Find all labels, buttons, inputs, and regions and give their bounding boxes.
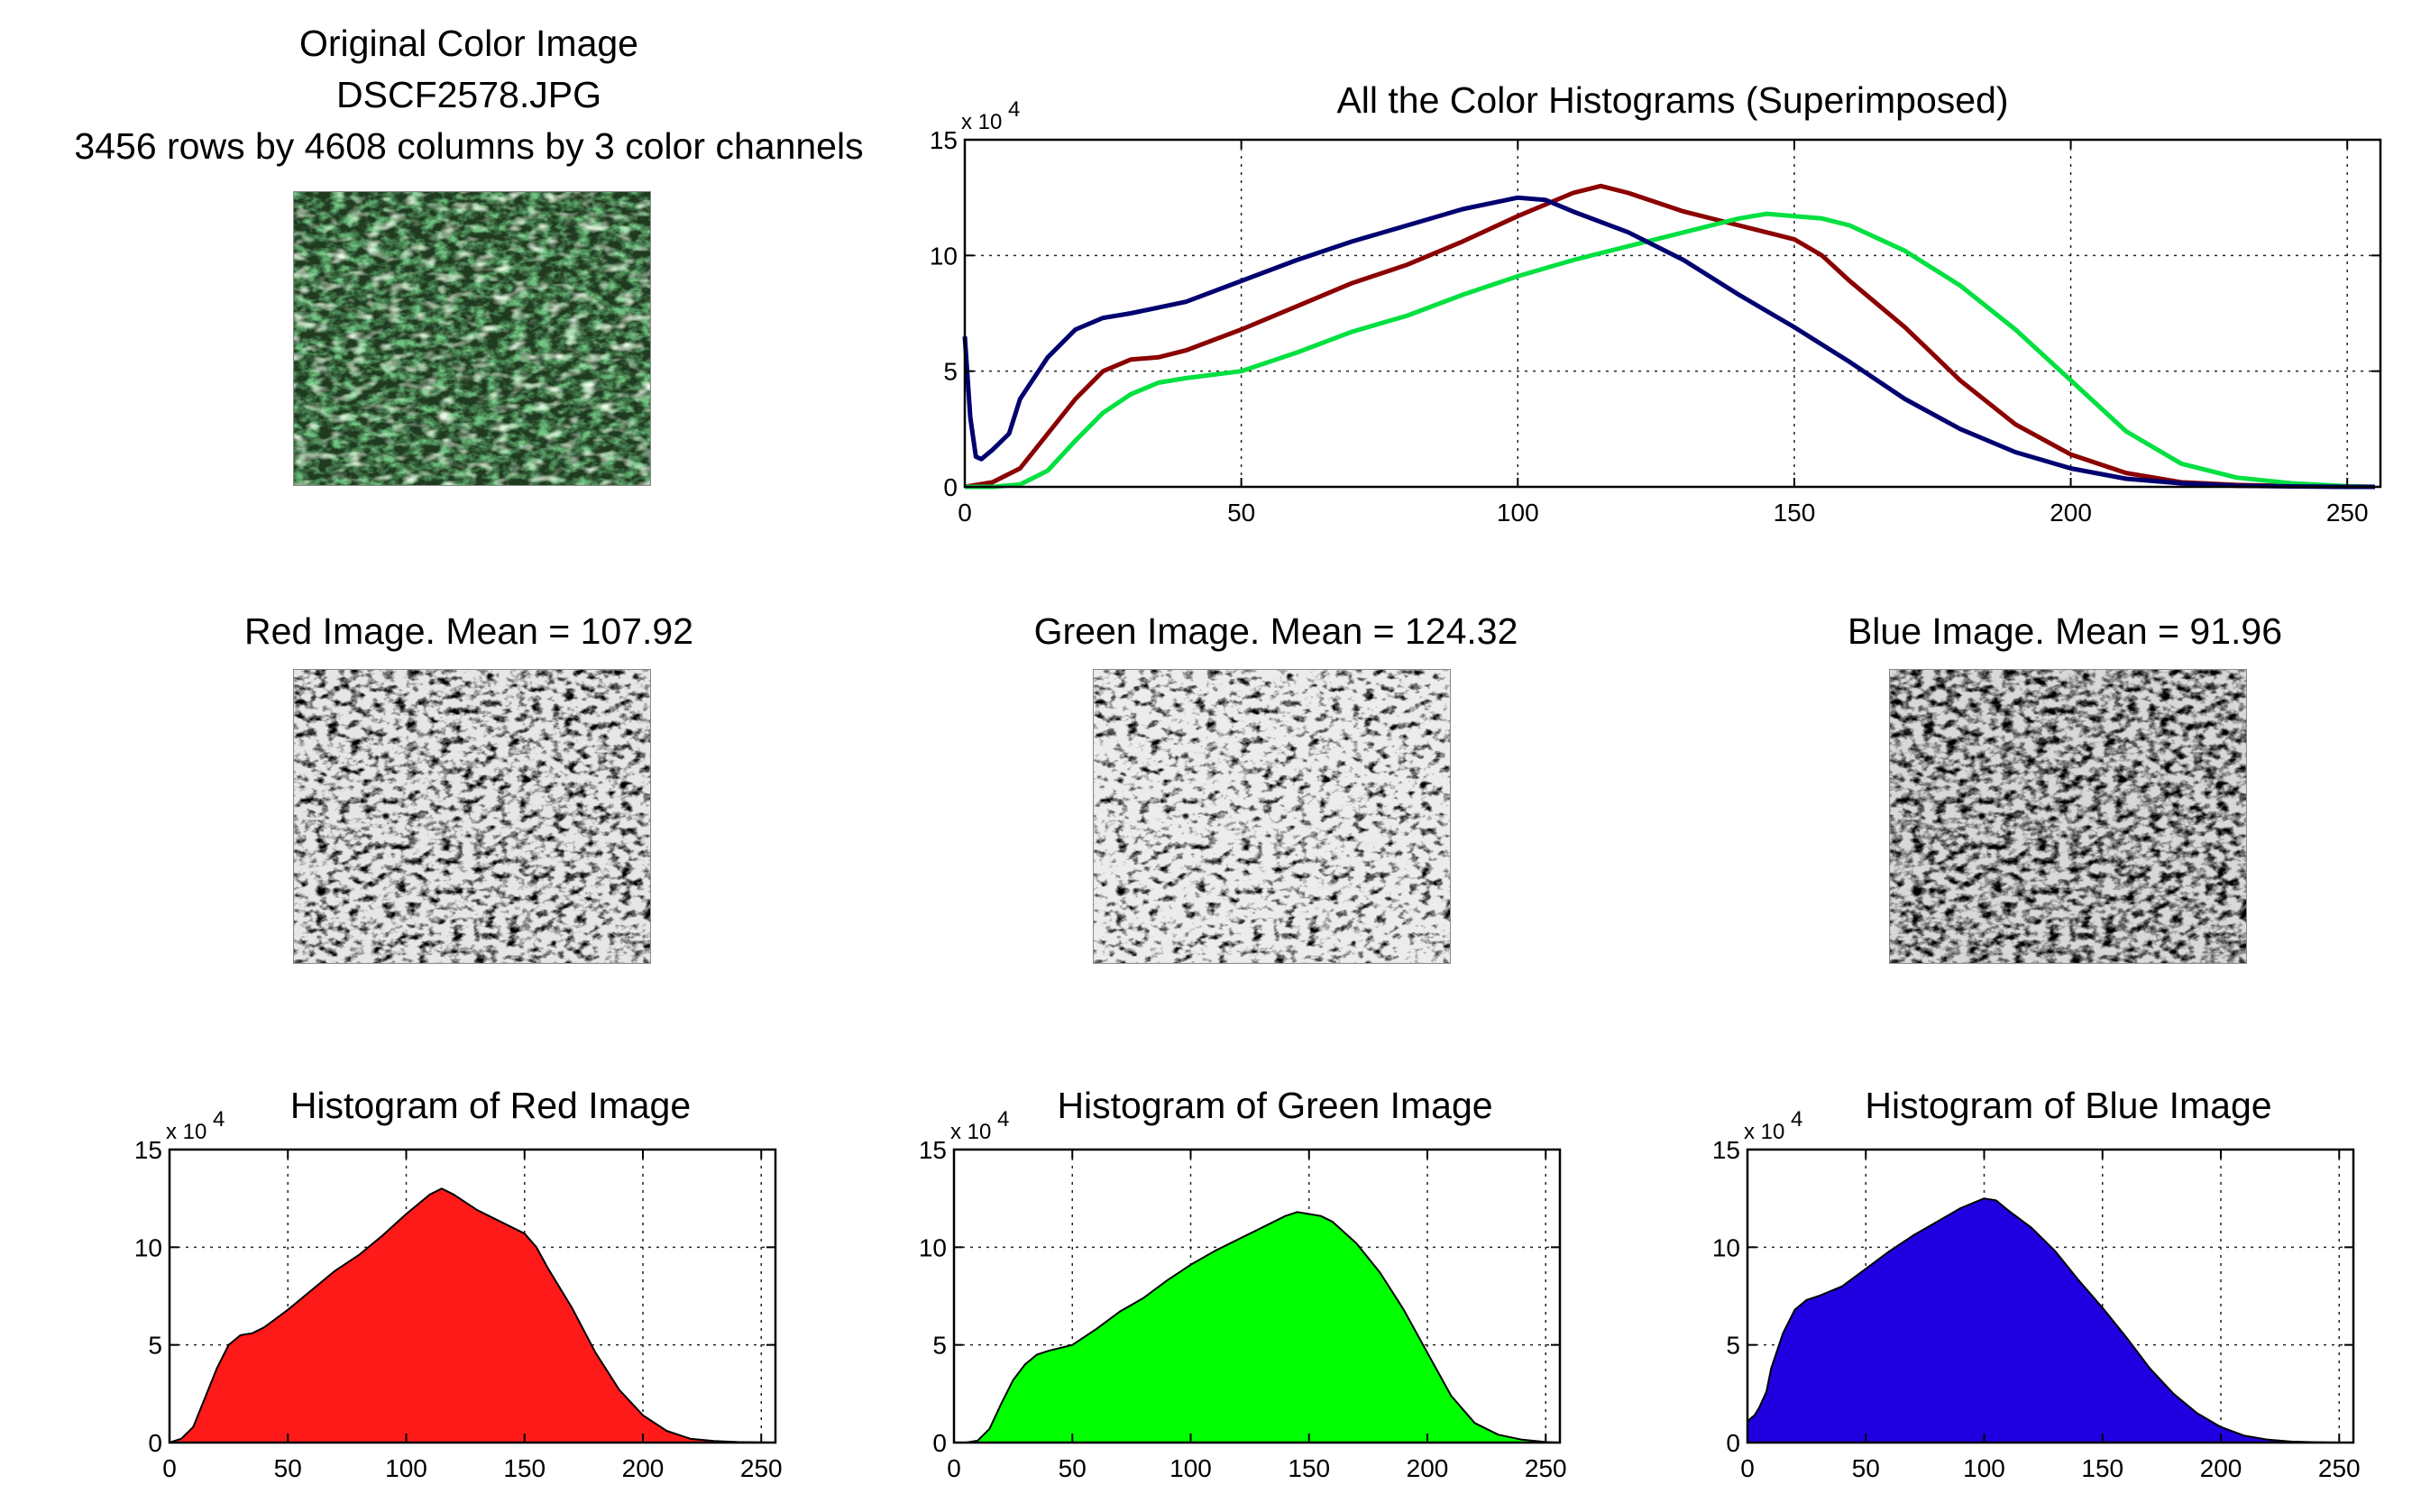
original-title-line3: 3456 rows by 4608 columns by 3 color cha… bbox=[74, 125, 864, 167]
axis-exponent-label: x 10 bbox=[166, 1120, 206, 1144]
axes-box bbox=[168, 1148, 777, 1444]
y-tick-label: 15 bbox=[1712, 1136, 1740, 1164]
chart-title: Histogram of Red Image bbox=[290, 1085, 691, 1126]
original-color-image bbox=[293, 191, 651, 486]
y-tick-label: 0 bbox=[148, 1429, 162, 1457]
x-tick-label: 150 bbox=[2081, 1454, 2123, 1482]
x-tick-label: 0 bbox=[162, 1454, 177, 1482]
series-line-red bbox=[964, 183, 2375, 490]
axis-exponent-power: 4 bbox=[997, 1107, 1009, 1132]
x-tick-label: 200 bbox=[622, 1454, 665, 1482]
x-tick-label: 0 bbox=[958, 499, 972, 527]
blue-histogram-chart: 0 50 100 150 200 250 0 5 10 15 x 10 4 Histogram of B… bbox=[1712, 1082, 2380, 1497]
y-tick-label: 5 bbox=[148, 1332, 162, 1360]
axis-exponent-power: 4 bbox=[213, 1107, 225, 1132]
x-tick-label: 200 bbox=[2050, 499, 2092, 527]
chart-title: All the Color Histograms (Superimposed) bbox=[1336, 79, 2008, 121]
x-tick-label: 100 bbox=[1963, 1454, 2005, 1482]
green-image-title: Green Image. Mean = 124.32 bbox=[1033, 610, 1518, 652]
y-tick-label: 10 bbox=[1712, 1233, 1740, 1261]
y-tick-label: 10 bbox=[134, 1233, 162, 1261]
x-tick-label: 250 bbox=[1525, 1454, 1567, 1482]
x-tick-label: 150 bbox=[503, 1454, 546, 1482]
x-tick-label: 200 bbox=[2200, 1454, 2242, 1482]
y-tick-label: 5 bbox=[943, 358, 958, 386]
x-tick-label: 150 bbox=[1288, 1454, 1330, 1482]
y-tick-label: 15 bbox=[930, 126, 958, 154]
x-tick-label: 50 bbox=[274, 1454, 302, 1482]
y-tick-label: 15 bbox=[134, 1136, 162, 1164]
x-tick-label: 100 bbox=[385, 1454, 427, 1482]
series-line-blue bbox=[962, 195, 2375, 490]
original-title-line1: Original Color Image bbox=[299, 23, 638, 64]
x-tick-label: 200 bbox=[1407, 1454, 1449, 1482]
y-tick-label: 5 bbox=[1726, 1332, 1740, 1360]
chart-title: Histogram of Green Image bbox=[1057, 1085, 1492, 1126]
axes-box bbox=[1746, 1148, 2355, 1444]
x-tick-label: 250 bbox=[740, 1454, 783, 1482]
y-tick-label: 5 bbox=[932, 1332, 947, 1360]
original-image-title: Original Color Image DSCF2578.JPG 3456 r… bbox=[0, 18, 938, 172]
axis-exponent-label: x 10 bbox=[1744, 1120, 1784, 1144]
blue-image-title: Blue Image. Mean = 91.96 bbox=[1847, 610, 2283, 652]
y-tick-label: 10 bbox=[919, 1233, 947, 1261]
axis-exponent-label: x 10 bbox=[950, 1120, 991, 1144]
x-tick-label: 250 bbox=[2318, 1454, 2361, 1482]
x-tick-label: 100 bbox=[1169, 1454, 1212, 1482]
y-tick-label: 0 bbox=[1726, 1429, 1740, 1457]
x-tick-label: 50 bbox=[1059, 1454, 1087, 1482]
chart-title: Histogram of Blue Image bbox=[1865, 1085, 2271, 1126]
histogram-area bbox=[953, 1211, 1559, 1443]
x-tick-label: 100 bbox=[1497, 499, 1539, 527]
x-tick-label: 0 bbox=[1740, 1454, 1755, 1482]
superimposed-histogram-chart: 0 50 100 150 200 250 0 5 10 15 x 10 4 All the Color … bbox=[915, 77, 2407, 541]
x-tick-label: 150 bbox=[1774, 499, 1816, 527]
plot-area bbox=[965, 140, 2380, 487]
blue-channel-image bbox=[1889, 669, 2247, 964]
red-image-title: Red Image. Mean = 107.92 bbox=[243, 610, 694, 652]
x-tick-label: 0 bbox=[947, 1454, 961, 1482]
original-title-line2: DSCF2578.JPG bbox=[336, 74, 601, 115]
axis-exponent-power: 4 bbox=[1791, 1107, 1802, 1132]
y-tick-label: 0 bbox=[943, 473, 958, 501]
green-channel-image bbox=[1093, 669, 1451, 964]
x-tick-label: 50 bbox=[1852, 1454, 1880, 1482]
histogram-area bbox=[169, 1187, 775, 1443]
axis-exponent-power: 4 bbox=[1008, 97, 1020, 122]
green-histogram-chart: 0 50 100 150 200 250 0 5 10 15 x 10 4 Histogram of G… bbox=[919, 1082, 1587, 1497]
red-histogram-chart: 0 50 100 150 200 250 0 5 10 15 x 10 4 Histogram of R… bbox=[134, 1082, 802, 1497]
axes-box bbox=[963, 138, 2382, 489]
x-tick-label: 50 bbox=[1227, 499, 1255, 527]
series-line-green bbox=[965, 211, 2375, 490]
red-channel-image bbox=[293, 669, 651, 964]
histogram-area bbox=[1747, 1197, 2352, 1443]
axes-box bbox=[952, 1148, 1562, 1444]
y-tick-label: 0 bbox=[932, 1429, 947, 1457]
x-tick-label: 250 bbox=[2326, 499, 2369, 527]
axis-exponent-label: x 10 bbox=[961, 110, 1002, 134]
y-tick-label: 15 bbox=[919, 1136, 947, 1164]
y-tick-label: 10 bbox=[930, 242, 958, 270]
